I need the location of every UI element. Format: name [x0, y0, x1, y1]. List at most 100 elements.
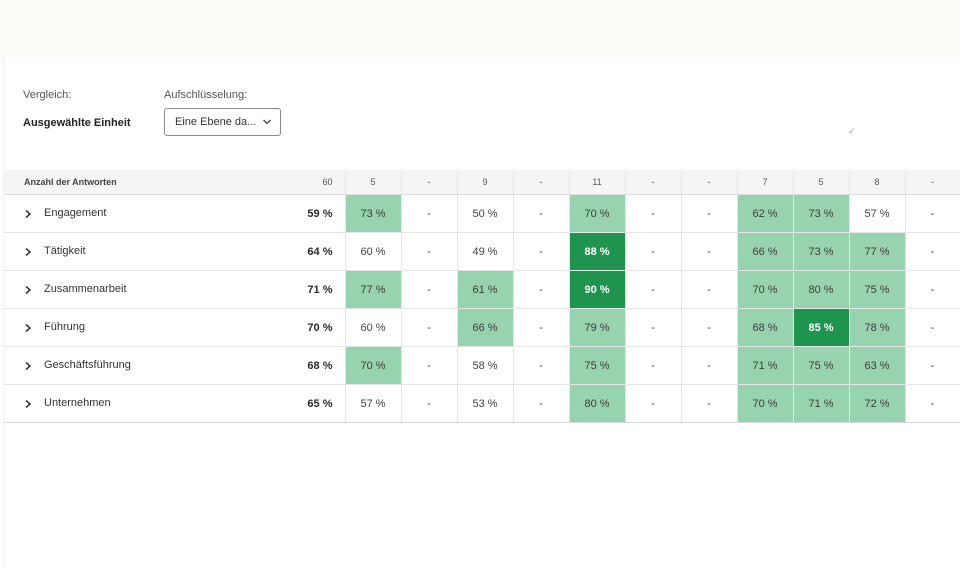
heatmap-cell: - — [681, 346, 738, 385]
heatmap-cell: - — [625, 232, 682, 271]
heatmap-cell: 58 % — [457, 346, 514, 385]
header-count-cell: - — [905, 170, 960, 195]
heatmap-cell: - — [905, 384, 960, 423]
header-count-cell: 11 — [569, 170, 626, 195]
chevron-right-icon — [25, 399, 32, 408]
heatmap-cell: - — [681, 270, 738, 309]
header-count-cell: - — [625, 170, 682, 195]
heatmap-cell: - — [401, 384, 458, 423]
row-toggle[interactable]: Unternehmen — [4, 384, 270, 423]
heatmap-cell: - — [513, 308, 570, 347]
row-overall-score: 68 % — [270, 346, 346, 385]
heatmap-cell: 73 % — [793, 232, 850, 271]
heatmap-cell: 53 % — [457, 384, 514, 423]
row-overall-score: 59 % — [270, 194, 346, 233]
heatmap-cell: 70 % — [345, 346, 402, 385]
table-row: Unternehmen 65 % 57 % -53 % -80 % - -70 % 71 % 7… — [4, 384, 960, 423]
row-overall-score: 64 % — [270, 232, 346, 271]
row-overall-score: 70 % — [270, 308, 346, 347]
heatmap-cell: 90 % — [569, 270, 626, 309]
header-count-cell: 8 — [849, 170, 906, 195]
row-overall-score: 65 % — [270, 384, 346, 423]
heatmap-cell: 61 % — [457, 270, 514, 309]
heatmap-cell: 70 % — [569, 194, 626, 233]
row-toggle[interactable]: Tätigkeit — [4, 232, 270, 271]
header-count-cell: 9 — [457, 170, 514, 195]
heatmap-cell: 60 % — [345, 308, 402, 347]
heatmap-cell: 73 % — [345, 194, 402, 233]
heatmap-cell: - — [905, 232, 960, 271]
heatmap-cell: - — [905, 308, 960, 347]
chevron-right-icon — [25, 209, 32, 218]
header-count-cell: 5 — [793, 170, 850, 195]
heatmap-cell: - — [681, 384, 738, 423]
table-row: Engagement 59 % 73 % -50 % -70 % - -62 % 73 % 57… — [4, 194, 960, 233]
row-overall-score: 71 % — [270, 270, 346, 309]
compare-label: Vergleich: — [23, 89, 72, 101]
heatmap-cell: 62 % — [737, 194, 794, 233]
table-row: Tätigkeit 64 % 60 % -49 % -88 % - -66 % 73 % 77 … — [4, 232, 960, 271]
heatmap-cell: - — [513, 346, 570, 385]
heatmap-cell: 78 % — [849, 308, 906, 347]
heatmap-cell: - — [401, 308, 458, 347]
heatmap-cell: 72 % — [849, 384, 906, 423]
heatmap-cell: - — [513, 384, 570, 423]
header-count-cell: - — [401, 170, 458, 195]
heatmap-cell: - — [681, 308, 738, 347]
heatmap-cell: - — [401, 194, 458, 233]
heatmap-cell: - — [625, 308, 682, 347]
heatmap-cell: 71 % — [737, 346, 794, 385]
table-row: Führung 70 % 60 % -66 % -79 % - -68 % 85 % 78 % - — [4, 308, 960, 347]
heatmap-cell: - — [513, 232, 570, 271]
chevron-right-icon — [25, 285, 32, 294]
chevron-right-icon — [25, 247, 32, 256]
heatmap-cell: - — [681, 232, 738, 271]
header-count-cell: - — [513, 170, 570, 195]
heatmap-cell: - — [513, 194, 570, 233]
heatmap-cell: - — [905, 270, 960, 309]
table-row: Geschäftsführung 68 % 70 % -58 % -75 % - -71 %… — [4, 346, 960, 385]
heatmap-cell: - — [401, 346, 458, 385]
row-toggle[interactable]: Führung — [4, 308, 270, 347]
heatmap-cell: - — [625, 194, 682, 233]
heatmap-cell: 68 % — [737, 308, 794, 347]
chevron-down-icon — [263, 119, 271, 125]
heatmap-cell: 66 % — [737, 232, 794, 271]
heatmap-cell: 77 % — [345, 270, 402, 309]
top-band — [0, 0, 960, 57]
breakdown-dropdown[interactable]: Eine Ebene da... — [164, 108, 281, 136]
row-label: Tätigkeit — [44, 245, 86, 258]
heatmap-cell: 80 % — [793, 270, 850, 309]
header-overall-count: 60 — [270, 170, 346, 195]
heatmap-cell: 75 % — [849, 270, 906, 309]
heatmap-cell: 60 % — [345, 232, 402, 271]
header-label: Anzahl der Antworten — [4, 170, 270, 195]
panel-edge — [3, 56, 4, 568]
row-label: Geschäftsführung — [44, 359, 131, 372]
chevron-right-icon — [25, 323, 32, 332]
breakdown-label: Aufschlüsselung: — [164, 89, 248, 101]
row-label: Zusammenarbeit — [44, 283, 127, 296]
heatmap-cell: - — [401, 270, 458, 309]
heatmap-cell: 70 % — [737, 384, 794, 423]
table-row: Zusammenarbeit 71 % 77 % -61 % -90 % - -70 % 80… — [4, 270, 960, 309]
heatmap-cell: 57 % — [849, 194, 906, 233]
row-toggle[interactable]: Geschäftsführung — [4, 346, 270, 385]
row-toggle[interactable]: Engagement — [4, 194, 270, 233]
heatmap-cell: - — [905, 194, 960, 233]
chevron-right-icon — [25, 361, 32, 370]
heatmap-cell: 73 % — [793, 194, 850, 233]
heatmap-cell: 75 % — [569, 346, 626, 385]
header-count-cell: 7 — [737, 170, 794, 195]
heatmap-cell: - — [625, 346, 682, 385]
heatmap-cell: 63 % — [849, 346, 906, 385]
row-toggle[interactable]: Zusammenarbeit — [4, 270, 270, 309]
heatmap-cell: - — [625, 384, 682, 423]
header-row: Anzahl der Antworten 60 5-9-11- -7 5 8- — [4, 170, 960, 195]
heatmap-cell: 75 % — [793, 346, 850, 385]
heatmap-cell: - — [905, 346, 960, 385]
header-count-cell: - — [681, 170, 738, 195]
heatmap-cell: 50 % — [457, 194, 514, 233]
compare-value: Ausgewählte Einheit — [23, 117, 131, 129]
heatmap-cell: 66 % — [457, 308, 514, 347]
